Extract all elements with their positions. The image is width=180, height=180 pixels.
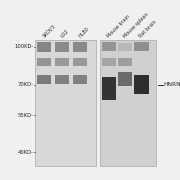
Text: HNRNPR: HNRNPR [164, 82, 180, 87]
Bar [55, 75, 69, 84]
Bar [37, 58, 51, 66]
Text: SKOV3: SKOV3 [41, 24, 57, 39]
Bar [118, 72, 132, 86]
Bar [73, 75, 87, 84]
Bar [118, 58, 132, 66]
Bar [102, 76, 116, 100]
Text: Mouse spleen: Mouse spleen [122, 12, 150, 39]
Bar [134, 42, 149, 51]
Bar [118, 43, 132, 51]
Text: 100KD-: 100KD- [14, 44, 33, 49]
Text: Rat brain: Rat brain [139, 19, 158, 39]
Text: LO2: LO2 [59, 28, 70, 39]
Bar [73, 42, 87, 52]
Bar [102, 58, 116, 66]
Text: 40KD-: 40KD- [17, 150, 33, 155]
Bar [55, 58, 69, 66]
Text: Mouse brain: Mouse brain [106, 14, 131, 39]
Text: 55KD-: 55KD- [17, 113, 33, 118]
Bar [73, 58, 87, 66]
Text: 70KD-: 70KD- [17, 82, 33, 87]
Bar [134, 75, 149, 94]
Bar [37, 42, 51, 52]
Bar [102, 42, 116, 51]
Bar [37, 75, 51, 84]
Bar [35, 40, 96, 166]
Bar [55, 42, 69, 52]
Bar [100, 40, 156, 166]
Text: HL80: HL80 [77, 26, 90, 39]
